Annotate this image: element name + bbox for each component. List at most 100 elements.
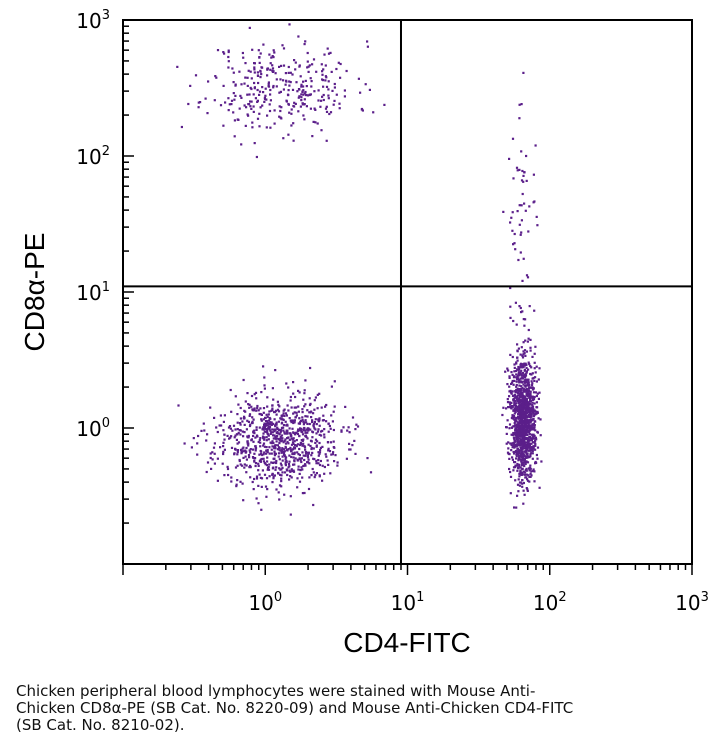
data-point — [523, 402, 526, 405]
data-point — [515, 453, 518, 456]
data-point — [529, 428, 532, 432]
data-point — [284, 446, 287, 449]
data-point — [528, 305, 531, 308]
data-point — [533, 424, 536, 427]
data-point — [262, 460, 265, 463]
data-point — [272, 86, 275, 89]
data-point — [267, 438, 270, 441]
data-point — [292, 104, 295, 108]
data-point — [282, 451, 285, 455]
data-point — [515, 383, 518, 387]
data-point — [290, 455, 293, 459]
data-point — [506, 401, 510, 404]
data-point — [516, 343, 519, 346]
data-point — [311, 467, 314, 471]
data-point — [253, 452, 256, 455]
data-point — [209, 456, 212, 460]
data-point — [213, 452, 216, 455]
data-point — [285, 429, 288, 432]
data-point — [521, 192, 524, 196]
data-point — [508, 467, 511, 471]
data-point — [248, 403, 251, 406]
data-point — [521, 363, 524, 366]
data-point — [330, 70, 333, 73]
data-point — [267, 468, 271, 471]
data-point — [236, 451, 239, 454]
data-point — [244, 76, 247, 79]
data-point — [302, 89, 305, 92]
data-point — [211, 451, 214, 454]
data-point — [522, 481, 525, 485]
data-point — [532, 391, 536, 394]
data-point — [276, 431, 279, 434]
data-point — [317, 418, 320, 421]
data-point — [281, 439, 284, 442]
data-point — [348, 448, 351, 451]
data-point — [196, 453, 199, 456]
data-point — [237, 441, 241, 444]
data-point — [307, 487, 311, 491]
data-point — [525, 467, 528, 470]
data-point — [253, 459, 256, 462]
data-point — [281, 44, 284, 47]
data-point — [294, 433, 297, 436]
data-point — [328, 112, 331, 116]
data-point — [306, 431, 309, 434]
data-point — [530, 386, 533, 389]
data-point — [520, 219, 523, 222]
data-point — [523, 349, 527, 352]
data-point — [251, 409, 254, 412]
data-point — [526, 406, 529, 409]
data-point — [233, 453, 236, 456]
data-point — [293, 463, 296, 466]
data-point — [528, 389, 531, 392]
data-point — [254, 445, 257, 448]
data-point — [236, 428, 239, 431]
data-point — [243, 423, 246, 426]
data-point — [247, 69, 250, 72]
data-point — [527, 419, 530, 422]
data-point — [234, 466, 238, 469]
data-point — [518, 381, 521, 384]
data-point — [306, 437, 309, 440]
data-point — [520, 346, 523, 349]
data-point — [279, 473, 282, 476]
data-point — [538, 486, 541, 489]
data-point — [190, 446, 193, 449]
data-point — [336, 464, 339, 467]
data-point — [292, 122, 295, 125]
data-point — [263, 422, 266, 425]
data-point — [232, 92, 235, 95]
data-point — [275, 488, 278, 491]
data-point — [521, 377, 524, 380]
data-point — [216, 430, 219, 434]
data-point — [524, 402, 527, 405]
data-point — [510, 442, 513, 445]
data-point — [348, 431, 351, 434]
data-point — [261, 86, 264, 89]
data-point — [257, 484, 260, 487]
data-point — [502, 210, 505, 213]
data-point — [234, 447, 237, 450]
data-point — [268, 419, 271, 422]
data-point — [275, 459, 278, 463]
data-point — [331, 420, 334, 423]
data-point — [525, 399, 528, 402]
data-point — [530, 366, 533, 369]
data-point — [283, 450, 286, 453]
data-point — [253, 68, 256, 71]
data-point — [273, 444, 277, 447]
data-point — [282, 426, 285, 429]
data-point — [292, 381, 295, 384]
data-point — [513, 418, 516, 421]
data-point — [258, 473, 261, 476]
data-point — [255, 155, 258, 159]
data-point — [258, 426, 261, 429]
data-point — [266, 488, 269, 491]
data-point — [502, 406, 505, 409]
data-point — [526, 448, 529, 451]
data-point — [510, 216, 513, 219]
data-point — [539, 418, 542, 421]
data-point — [269, 441, 272, 444]
data-point — [333, 86, 336, 89]
